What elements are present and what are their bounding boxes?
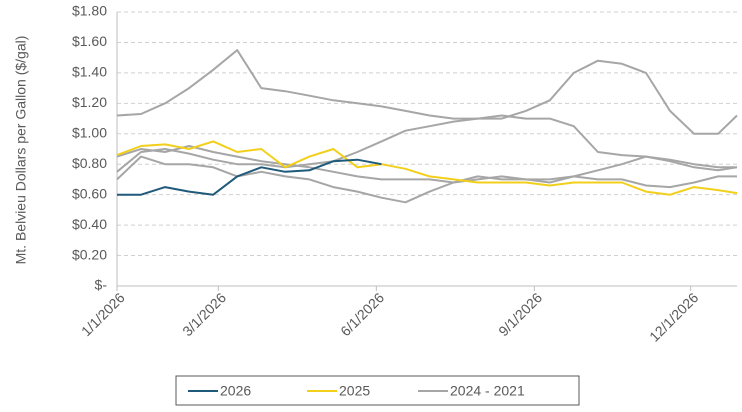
- series-line: [116, 49, 737, 169]
- series-line: [116, 155, 738, 204]
- legend-box: [175, 375, 580, 406]
- legend-label: 2024 - 2021: [450, 383, 525, 399]
- y-tick-label: $1.80: [72, 3, 107, 19]
- y-tick-label: $0.60: [72, 185, 107, 201]
- x-tick-label: 12/1/2026: [646, 289, 702, 345]
- y-tick-label: $0.20: [72, 246, 107, 262]
- x-tick-label: 1/1/2026: [78, 289, 128, 339]
- legend-label: 2026: [220, 383, 251, 399]
- y-axis-label: Mt. Belvieu Dollars per Gallon ($/gal): [13, 36, 29, 265]
- y-tick-label: $0.80: [72, 155, 107, 171]
- series-line: [116, 145, 737, 189]
- y-tick-label: $1.00: [72, 124, 107, 140]
- legend-label: 2025: [339, 383, 370, 399]
- x-tick-label: 9/1/2026: [495, 289, 545, 339]
- x-tick-label: 3/1/2026: [179, 289, 229, 339]
- series-line: [116, 59, 738, 173]
- series-line: [116, 140, 738, 196]
- legend: 2026 2025 2024 - 2021: [175, 375, 580, 406]
- x-tick-label: 6/1/2026: [337, 289, 387, 339]
- y-tick-label: $-: [95, 277, 108, 293]
- series-line: [117, 158, 382, 196]
- y-tick-label: $1.40: [72, 64, 107, 80]
- y-tick-label: $1.60: [72, 33, 107, 49]
- y-tick-label: $1.20: [72, 94, 107, 110]
- y-tick-label: $0.40: [72, 216, 107, 232]
